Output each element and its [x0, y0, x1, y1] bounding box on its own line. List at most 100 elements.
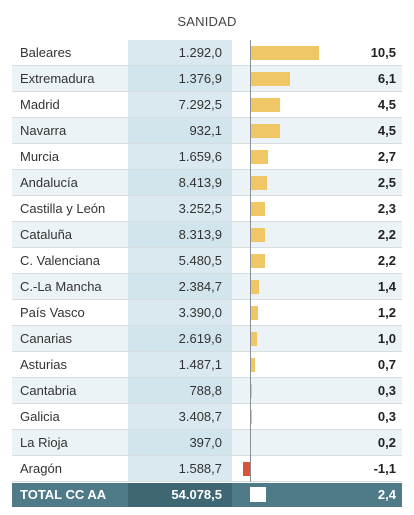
pct-bar: [250, 202, 266, 216]
region-value: 2.619,6: [128, 326, 232, 352]
pct-bar: [250, 72, 291, 86]
total-label: TOTAL CC AA: [20, 487, 107, 502]
table-row: Cataluña 8.313,9 2,2: [12, 222, 402, 248]
row-divider: [12, 403, 402, 404]
pct-bar: [250, 124, 280, 138]
region-label: Navarra: [20, 123, 67, 138]
row-divider: [12, 65, 402, 66]
region-value: 7.292,5: [128, 92, 232, 118]
table-row: Aragón 1.588,7 -1,1: [12, 456, 402, 482]
row-divider: [12, 429, 402, 430]
row-divider: [12, 247, 402, 248]
table-row: La Rioja 397,0 0,2: [12, 430, 402, 456]
pct-bar: [250, 306, 258, 320]
table-row: Murcia 1.659,6 2,7: [12, 144, 402, 170]
pct-bar: [250, 358, 255, 372]
data-table: Baleares 1.292,0 10,5 Extremadura 1.376,9 6,1…: [12, 40, 402, 482]
region-value: 397,0: [128, 430, 232, 456]
region-value: 1.588,7: [128, 456, 232, 482]
pct-label: 0,3: [377, 409, 396, 424]
table-row: País Vasco 3.390,0 1,2: [12, 300, 402, 326]
pct-bar: [250, 176, 267, 190]
row-divider: [12, 195, 402, 196]
zero-axis: [250, 40, 251, 482]
region-value: 1.292,0: [128, 40, 232, 66]
region-label: Madrid: [20, 97, 60, 112]
row-divider: [12, 481, 402, 482]
chart-title: SANIDAD: [177, 14, 237, 29]
pct-bar: [250, 280, 260, 294]
pct-label: 1,2: [377, 305, 396, 320]
pct-label: 0,3: [377, 383, 396, 398]
table-row: Galicia 3.408,7 0,3: [12, 404, 402, 430]
pct-label: 2,2: [377, 253, 396, 268]
pct-label: 1,0: [377, 331, 396, 346]
region-value: 1.376,9: [128, 66, 232, 92]
pct-bar: [250, 228, 265, 242]
region-label: C. Valenciana: [20, 253, 100, 268]
pct-bar: [242, 462, 250, 476]
region-value: 788,8: [128, 378, 232, 404]
pct-label: 0,2: [377, 435, 396, 450]
row-divider: [12, 455, 402, 456]
table-row: Andalucía 8.413,9 2,5: [12, 170, 402, 196]
region-label: Cantabria: [20, 383, 77, 398]
region-label: Murcia: [20, 149, 60, 164]
region-label: La Rioja: [20, 435, 68, 450]
pct-bar: [250, 98, 280, 112]
pct-bar: [250, 332, 257, 346]
region-value: 3.252,5: [128, 196, 232, 222]
pct-bar: [250, 46, 320, 60]
table-row: Cantabria 788,8 0,3: [12, 378, 402, 404]
total-value: 54.078,5: [128, 483, 232, 507]
row-divider: [12, 143, 402, 144]
region-value: 5.480,5: [128, 248, 232, 274]
region-label: Extremadura: [20, 71, 95, 86]
pct-label: 1,4: [377, 279, 396, 294]
pct-label: 2,3: [377, 201, 396, 216]
pct-label: 2,7: [377, 149, 396, 164]
table-row: Baleares 1.292,0 10,5: [12, 40, 402, 66]
region-value: 3.390,0: [128, 300, 232, 326]
region-value: 1.659,6: [128, 144, 232, 170]
table-row: Madrid 7.292,5 4,5: [12, 92, 402, 118]
table-row: Castilla y León 3.252,5 2,3: [12, 196, 402, 222]
region-value: 8.413,9: [128, 170, 232, 196]
row-divider: [12, 91, 402, 92]
region-label: Castilla y León: [20, 201, 106, 216]
table-row: Extremadura 1.376,9 6,1: [12, 66, 402, 92]
pct-bar: [250, 150, 268, 164]
pct-label: 4,5: [377, 123, 396, 138]
region-value: 8.313,9: [128, 222, 232, 248]
region-label: Andalucía: [20, 175, 78, 190]
table-row: Canarias 2.619,6 1,0: [12, 326, 402, 352]
row-divider: [12, 351, 402, 352]
row-divider: [12, 117, 402, 118]
table-row: C. Valenciana 5.480,5 2,2: [12, 248, 402, 274]
total-bar: [250, 487, 266, 502]
pct-label: 0,7: [377, 357, 396, 372]
region-label: Canarias: [20, 331, 73, 346]
table-row: Navarra 932,1 4,5: [12, 118, 402, 144]
region-value: 1.487,1: [128, 352, 232, 378]
row-divider: [12, 273, 402, 274]
row-divider: [12, 377, 402, 378]
total-pct: 2,4: [377, 487, 396, 502]
region-label: Aragón: [20, 461, 62, 476]
region-value: 2.384,7: [128, 274, 232, 300]
region-label: Cataluña: [20, 227, 73, 242]
region-label: Galicia: [20, 409, 60, 424]
region-label: Baleares: [20, 45, 72, 60]
row-divider: [12, 169, 402, 170]
row-divider: [12, 221, 402, 222]
pct-label: 6,1: [377, 71, 396, 86]
region-label: C.-La Mancha: [20, 279, 102, 294]
row-divider: [12, 299, 402, 300]
row-divider: [12, 325, 402, 326]
table-row: C.-La Mancha 2.384,7 1,4: [12, 274, 402, 300]
pct-bar: [250, 254, 265, 268]
pct-label: -1,1: [373, 461, 396, 476]
region-label: País Vasco: [20, 305, 85, 320]
region-value: 932,1: [128, 118, 232, 144]
pct-label: 4,5: [377, 97, 396, 112]
